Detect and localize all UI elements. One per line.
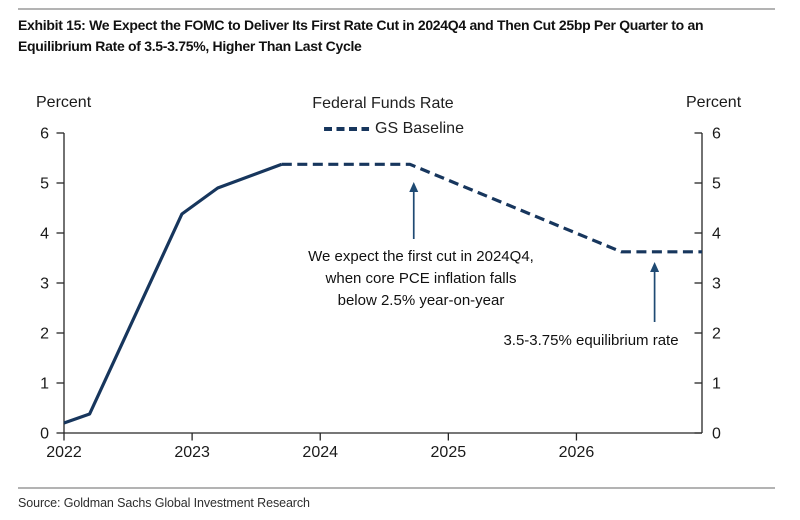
y-axis-right-tick-label: 1 bbox=[712, 376, 721, 393]
y-axis-right-tick-label: 3 bbox=[712, 276, 721, 293]
y-axis-right-tick-label: 4 bbox=[712, 226, 721, 243]
x-axis-tick-label: 2024 bbox=[302, 444, 338, 461]
y-axis-right-tick-label: 6 bbox=[712, 126, 721, 143]
y-axis-right-tick-label: 0 bbox=[712, 426, 721, 443]
y-axis-left-tick-label: 4 bbox=[40, 226, 49, 243]
y-axis-right-tick-label: 5 bbox=[712, 176, 721, 193]
right-axis-unit-label: Percent bbox=[686, 94, 742, 111]
annotation-line: 3.5-3.75% equilibrium rate bbox=[503, 332, 679, 349]
chart-title: Federal Funds Rate bbox=[312, 95, 454, 112]
x-axis-tick-label: 2025 bbox=[431, 444, 467, 461]
gs-baseline-dashed-swatch bbox=[324, 127, 370, 131]
y-axis-left-tick-label: 6 bbox=[40, 126, 49, 143]
annotation-first-cut-2024q4: We expect the first cut in 2024Q4, when c… bbox=[308, 246, 534, 312]
legend: GS Baseline bbox=[324, 120, 464, 138]
exhibit-title: Exhibit 15: We Expect the FOMC to Delive… bbox=[18, 15, 704, 57]
exhibit-title-line-2: Equilibrium Rate of 3.5-3.75%, Higher Th… bbox=[18, 38, 362, 54]
y-axis-left-tick-label: 5 bbox=[40, 176, 49, 193]
top-divider-rule bbox=[18, 8, 775, 10]
fed-funds-actual-line bbox=[63, 162, 283, 425]
annotation-line: below 2.5% year-on-year bbox=[337, 292, 505, 309]
gs-baseline-dashed-line bbox=[281, 162, 702, 254]
x-axis-tick-label: 2023 bbox=[174, 444, 210, 461]
y-axis-left-tick-label: 0 bbox=[40, 426, 49, 443]
legend-label: GS Baseline bbox=[375, 120, 464, 137]
y-axis-left-tick-label: 3 bbox=[40, 276, 49, 293]
annotation-arrow-head bbox=[650, 262, 660, 272]
source-attribution: Source: Goldman Sachs Global Investment … bbox=[18, 496, 310, 510]
bottom-divider-rule bbox=[18, 487, 775, 489]
annotation-line: We expect the first cut in 2024Q4, bbox=[308, 248, 534, 265]
annotation-arrow-head bbox=[409, 182, 419, 192]
y-axis-left-tick-label: 2 bbox=[40, 326, 49, 343]
annotation-equilibrium-rate: 3.5-3.75% equilibrium rate bbox=[503, 330, 678, 352]
y-axis-left-tick-label: 1 bbox=[40, 376, 49, 393]
y-axis-right-tick-label: 2 bbox=[712, 326, 721, 343]
left-axis-unit-label: Percent bbox=[36, 94, 92, 111]
x-axis-tick-label: 2026 bbox=[559, 444, 595, 461]
annotation-line: when core PCE inflation falls bbox=[325, 270, 517, 287]
exhibit-title-line-1: Exhibit 15: We Expect the FOMC to Delive… bbox=[18, 17, 704, 33]
x-axis-tick-label: 2022 bbox=[46, 444, 82, 461]
